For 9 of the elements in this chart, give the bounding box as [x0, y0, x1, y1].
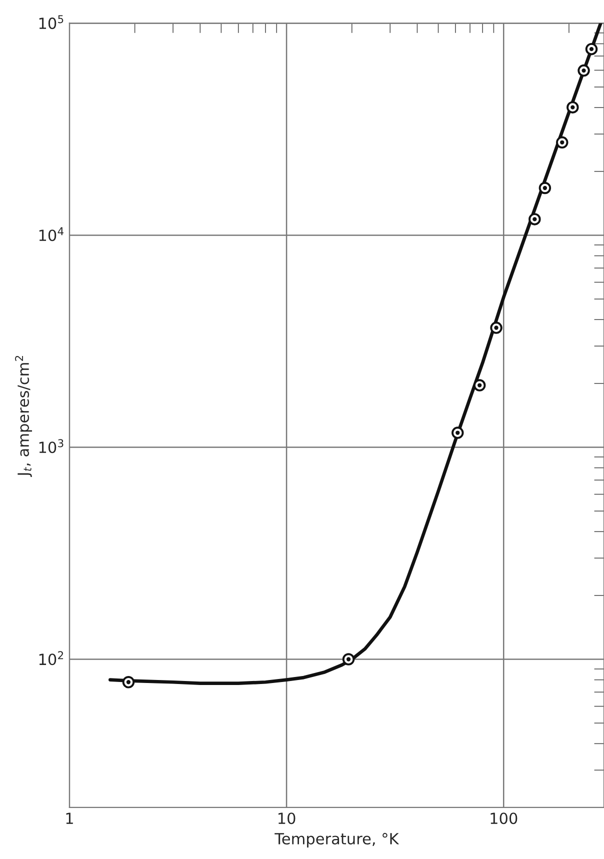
- x-tick-label: 1: [66, 812, 73, 824]
- y-tick-label: 10$^{2}$: [39, 651, 64, 666]
- x-axis-title: Temperature, °K: [274, 832, 400, 848]
- y-tick-label: 10$^{5}$: [39, 15, 64, 30]
- y-tick-label: 10$^{3}$: [39, 439, 64, 454]
- x-tick-label: 100: [490, 812, 518, 824]
- x-tick-label: 10: [278, 812, 296, 824]
- y-axis-title: J$_{t}$, amperes/cm$^{2}$: [15, 356, 32, 477]
- y-tick-label: 10$^{4}$: [39, 227, 64, 242]
